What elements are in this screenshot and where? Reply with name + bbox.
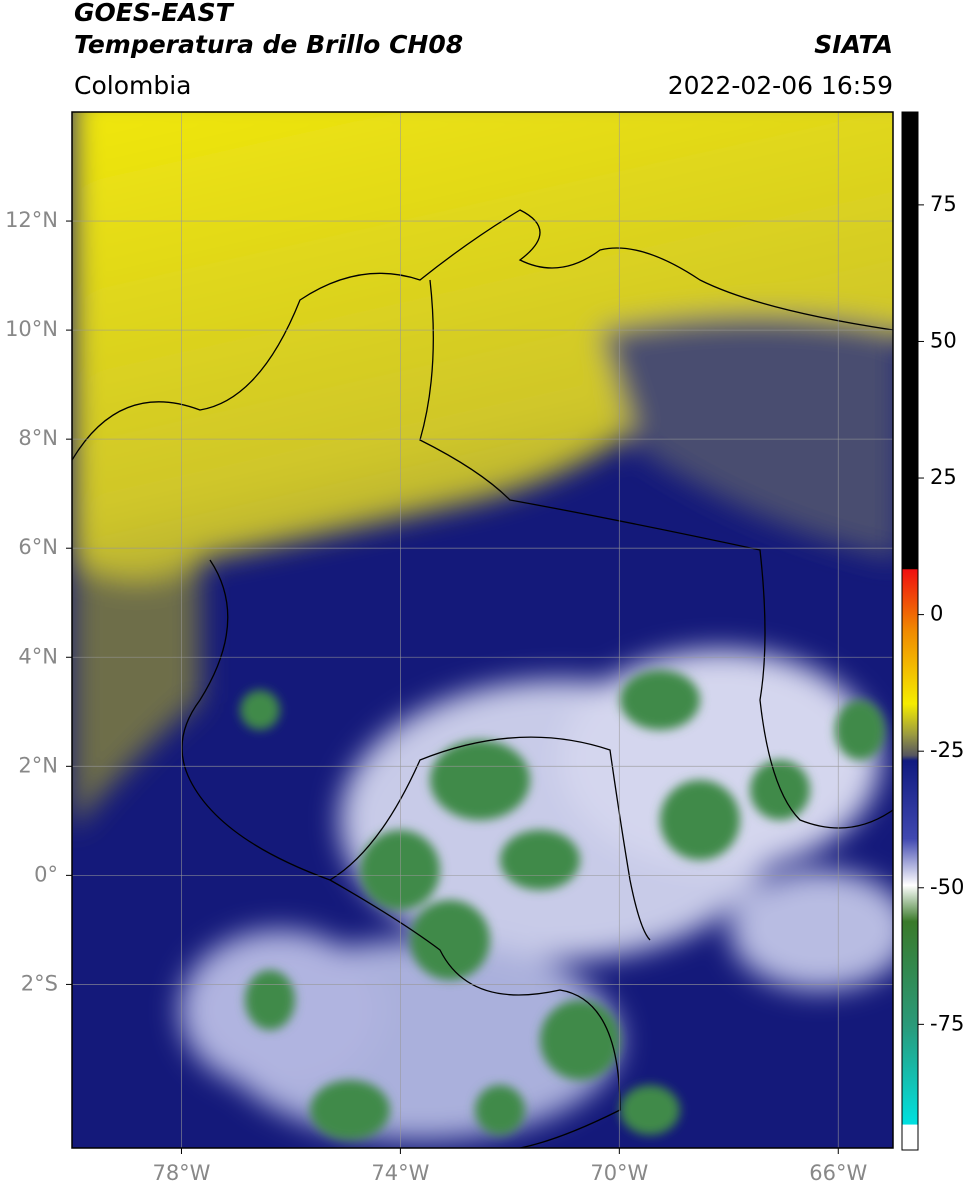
colorbar-tick-label: -75 [930, 1011, 964, 1035]
y-tick-label: 0° [34, 862, 58, 886]
y-tick-label: 4°N [18, 644, 58, 668]
satellite-image [72, 112, 893, 1148]
y-tick-label: 8°N [18, 426, 58, 450]
x-tick-label: 66°W [809, 1161, 867, 1185]
colorbar-tick-label: 75 [930, 192, 957, 216]
x-tick-label: 78°W [152, 1161, 210, 1185]
region: Colombia [74, 71, 191, 100]
colorbar-tick-label: 25 [930, 465, 957, 489]
colorbar [901, 111, 919, 1151]
x-tick-label: 74°W [371, 1161, 429, 1185]
colorbar-tick-label: 0 [930, 602, 943, 626]
subtitle: Temperatura de Brillo CH08 [74, 30, 463, 59]
title: GOES-EAST [74, 0, 235, 27]
y-tick-label: 2°N [18, 753, 58, 777]
colorbar-tick-label: -50 [930, 875, 964, 899]
map-frame [71, 111, 894, 1149]
datetime: 2022-02-06 16:59 [668, 71, 893, 100]
colorbar-tick-label: -25 [930, 738, 964, 762]
y-tick-label: 12°N [5, 208, 58, 232]
source: SIATA [814, 30, 893, 59]
y-tick-label: 6°N [18, 535, 58, 559]
colorbar-tick-label: 50 [930, 328, 957, 352]
grid [72, 112, 893, 1148]
y-tick-label: 10°N [5, 317, 58, 341]
x-tick-label: 70°W [590, 1161, 648, 1185]
y-tick-label: 2°S [21, 971, 58, 995]
